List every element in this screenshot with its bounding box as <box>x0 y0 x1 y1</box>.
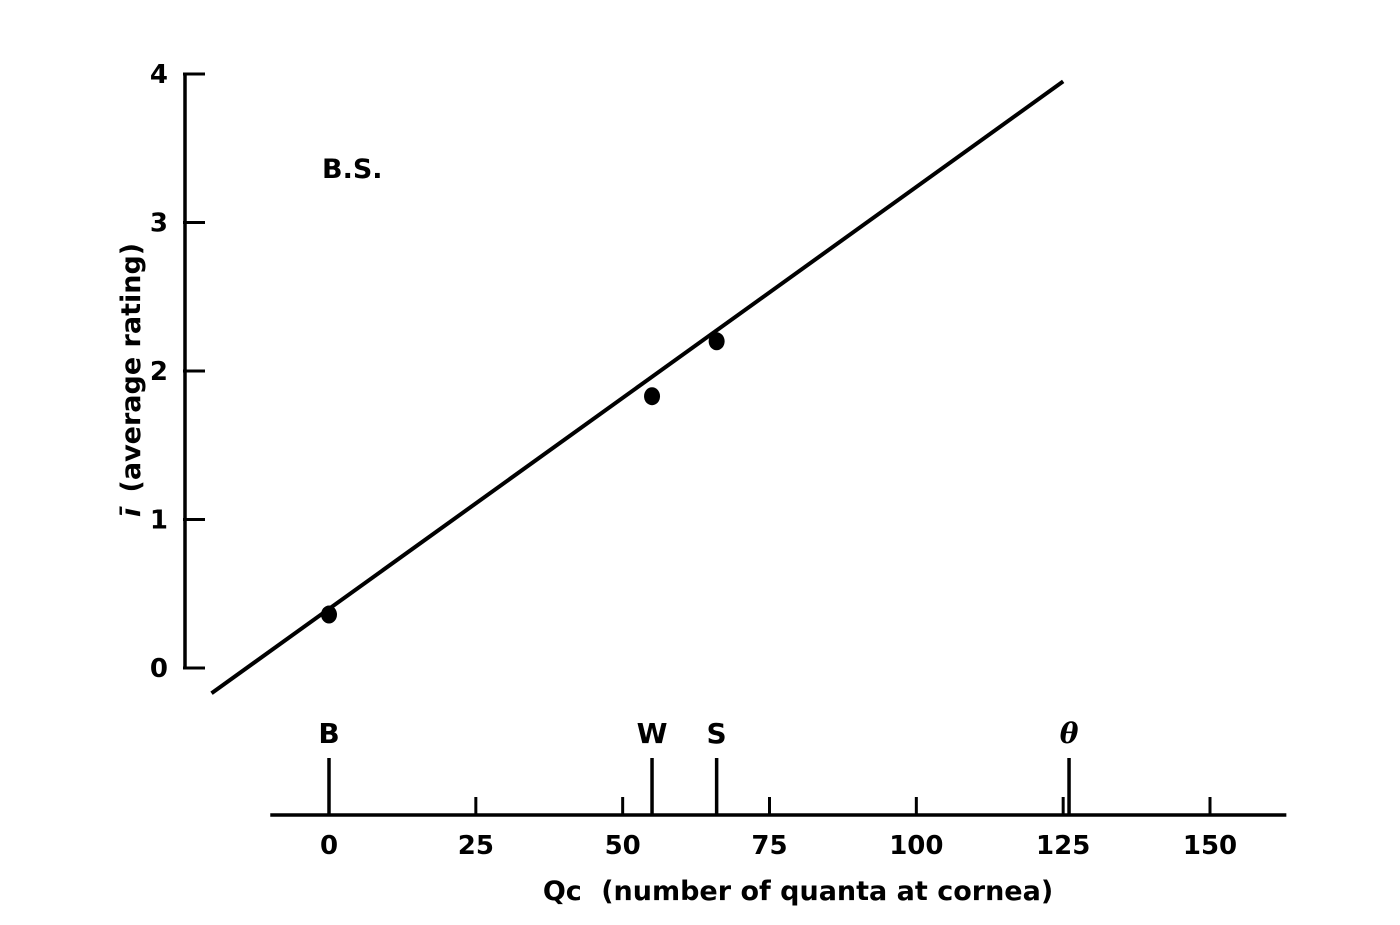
y-axis-label: (average rating) <box>116 243 147 493</box>
x-tick-label: 50 <box>605 831 641 861</box>
x-axis: 0 25 50 75 100 125 150 <box>270 797 1287 861</box>
y-axis-symbol: ī <box>116 506 147 517</box>
y-tick-label: 1 <box>150 506 168 536</box>
x-tick-label: 125 <box>1036 831 1090 861</box>
plot-area <box>210 79 1065 695</box>
x-axis-symbol: Qc <box>543 876 582 907</box>
x-tick-label: 25 <box>458 831 494 861</box>
y-tick-label: 2 <box>150 357 168 387</box>
fit-line <box>210 79 1065 695</box>
data-point <box>644 387 661 406</box>
x-axis-title: Qc (number of quanta at cornea) <box>543 876 1053 907</box>
x-axis-label: (number of quanta at cornea) <box>601 876 1053 907</box>
y-tick-label: 0 <box>150 654 168 684</box>
y-tick-label: 4 <box>150 60 168 90</box>
x-tick-label: 0 <box>320 831 338 861</box>
y-tick-label: 3 <box>150 209 168 239</box>
svg-text:ī (average rating): ī (average rating) <box>116 243 147 517</box>
marker-label: θ <box>1060 717 1079 750</box>
y-axis-title: ī (average rating) <box>116 243 147 517</box>
marker-label: B <box>318 717 339 750</box>
data-point <box>321 605 337 624</box>
marker-label: S <box>707 717 727 750</box>
x-tick-label: 150 <box>1183 831 1237 861</box>
data-point <box>708 332 725 351</box>
annotation-label: B.S. <box>322 154 383 185</box>
x-tick-label: 100 <box>889 831 943 861</box>
marker-label: W <box>637 717 668 750</box>
y-axis: 0 1 2 3 4 <box>150 60 205 684</box>
x-tick-label: 75 <box>751 831 787 861</box>
